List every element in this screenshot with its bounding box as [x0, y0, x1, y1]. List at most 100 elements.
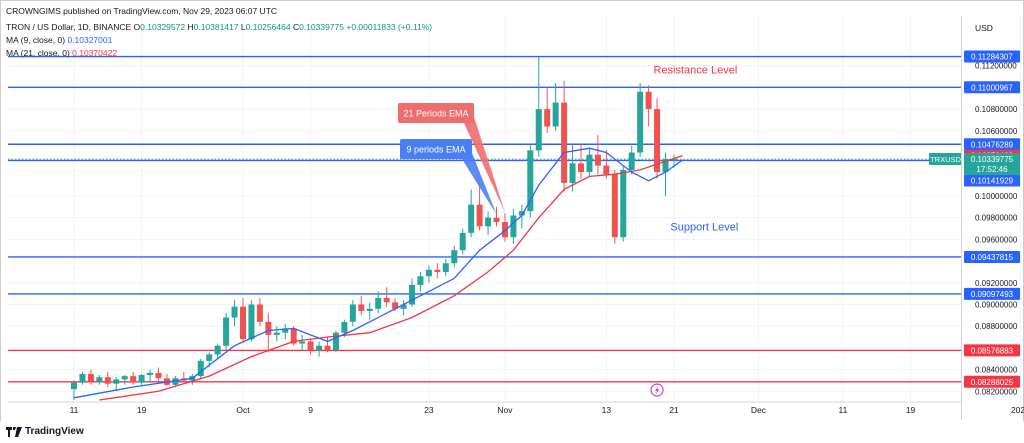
symbol-label: TRON / US Dollar, 1D, BINANCE	[6, 22, 132, 32]
y-tick-label: 0.08800000	[975, 322, 1018, 331]
callout-pointer	[464, 117, 505, 213]
time-axis: 11 19 Oct 9 23 Nov 13 21 Dec 11 19 2024	[8, 401, 1024, 415]
y-tick-label: 0.09000000	[975, 300, 1018, 309]
level-tag-bg	[964, 375, 1020, 388]
axis-tag: 0.10141929	[971, 177, 1014, 186]
candle-body	[628, 152, 635, 170]
candle-body	[594, 154, 601, 166]
candle-body	[375, 297, 382, 309]
candle-body	[87, 373, 94, 382]
x-tick-label: 13	[602, 405, 612, 415]
y-tick-label: 0.10000000	[975, 192, 1018, 201]
callout-pointer	[462, 153, 497, 215]
candle-body	[138, 375, 145, 383]
footer: TradingView	[0, 421, 1024, 443]
ma21-legend[interactable]: MA (21, close, 0) 0.10370422	[6, 48, 118, 58]
x-tick-label: 21	[669, 405, 679, 415]
candle-body	[400, 304, 407, 309]
candle-body	[611, 174, 618, 238]
price-tag-value: 0.10339775	[971, 155, 1014, 164]
author-line: CROWNGIMS published on TradingView.com, …	[6, 6, 278, 16]
lightning-icon	[655, 386, 660, 395]
open-value: 0.10329572	[140, 22, 186, 32]
candle-body	[417, 276, 424, 285]
x-tick-label: 19	[137, 405, 147, 415]
candle-body	[197, 360, 204, 377]
price-axis: 0.11200000 0.10800000 0.10600000 0.10000000…	[929, 50, 1020, 396]
price-axis-panel[interactable]	[961, 16, 1023, 420]
level-tag: 0.09097493	[971, 290, 1014, 299]
candle-body	[425, 269, 432, 277]
candle-body	[645, 91, 652, 110]
y-tick-label: 0.11200000	[975, 62, 1017, 71]
annotation-label: Support Level	[670, 222, 738, 234]
ma9-value: 0.10327001	[67, 35, 113, 45]
candle-body	[172, 378, 179, 385]
x-tick-label: 19	[906, 405, 916, 415]
candle-body	[147, 372, 154, 376]
event-flash-icon	[650, 383, 664, 397]
candle-body	[662, 159, 669, 173]
symbol-tag: TRXUSD	[930, 155, 961, 164]
candle-body	[223, 317, 230, 346]
candle-body	[366, 308, 373, 311]
callout-label: 9 periods EMA	[406, 145, 465, 155]
level-tag: 0.10476289	[971, 140, 1014, 149]
candle-body	[256, 304, 263, 322]
candle-body	[527, 150, 534, 212]
candle-body	[468, 204, 475, 233]
callout-box	[400, 139, 472, 159]
candle-body	[231, 306, 238, 318]
candle-body	[561, 102, 568, 183]
candle-body	[670, 159, 677, 161]
candle-body	[476, 204, 483, 227]
candle-body	[518, 211, 525, 216]
candle-body	[299, 341, 306, 344]
tradingview-brand[interactable]: TradingView	[25, 426, 84, 437]
candle-body	[104, 377, 111, 384]
candle-body	[493, 217, 500, 222]
candle-body	[510, 215, 517, 238]
x-tick-label: 11	[839, 405, 848, 415]
level-tag: 0.11000967	[971, 83, 1013, 92]
y-tick-label: 0.10800000	[975, 105, 1018, 114]
candle-body	[603, 165, 610, 175]
candle-body	[71, 382, 77, 390]
price-tag-countdown: 17:52:46	[976, 165, 1008, 174]
candle-body	[240, 306, 246, 340]
candle-body	[392, 302, 399, 309]
tradingview-logo-icon[interactable]	[6, 425, 22, 439]
y-tick-label: 0.09200000	[975, 279, 1018, 288]
ma21-value: 0.10370422	[72, 48, 118, 58]
candle-body	[442, 263, 449, 272]
close-value: 0.10339775	[299, 22, 344, 32]
candle-body	[290, 328, 297, 344]
level-tag: 0.08576883	[971, 346, 1014, 355]
candle-body	[383, 297, 390, 303]
currency-label: USD	[975, 23, 993, 33]
candle-body	[316, 345, 323, 351]
candle-body	[569, 163, 576, 183]
grid-lines	[8, 16, 1021, 402]
ma9-legend[interactable]: MA (9, close, 0) 0.10327001	[6, 35, 113, 45]
x-tick-label: 11	[70, 405, 79, 415]
candle-body	[552, 102, 559, 127]
candle-body	[121, 376, 128, 380]
candle-body	[206, 354, 213, 361]
callout-box	[398, 103, 474, 123]
x-tick-label: 9	[308, 405, 313, 415]
y-tick-label: 0.08400000	[975, 366, 1018, 375]
y-tick-label: 0.10600000	[975, 127, 1018, 136]
candle-body	[459, 232, 466, 251]
candle-body	[485, 217, 492, 227]
axis-tag-bg	[964, 174, 1020, 187]
price-tag-bg	[964, 153, 1020, 176]
level-tag-bg	[964, 81, 1020, 94]
candle-body	[451, 250, 458, 264]
candle-body	[282, 328, 289, 333]
candle-body	[654, 109, 661, 173]
level-tag-bg	[964, 344, 1020, 357]
ma21-line	[99, 155, 683, 401]
candle-body	[214, 345, 221, 355]
